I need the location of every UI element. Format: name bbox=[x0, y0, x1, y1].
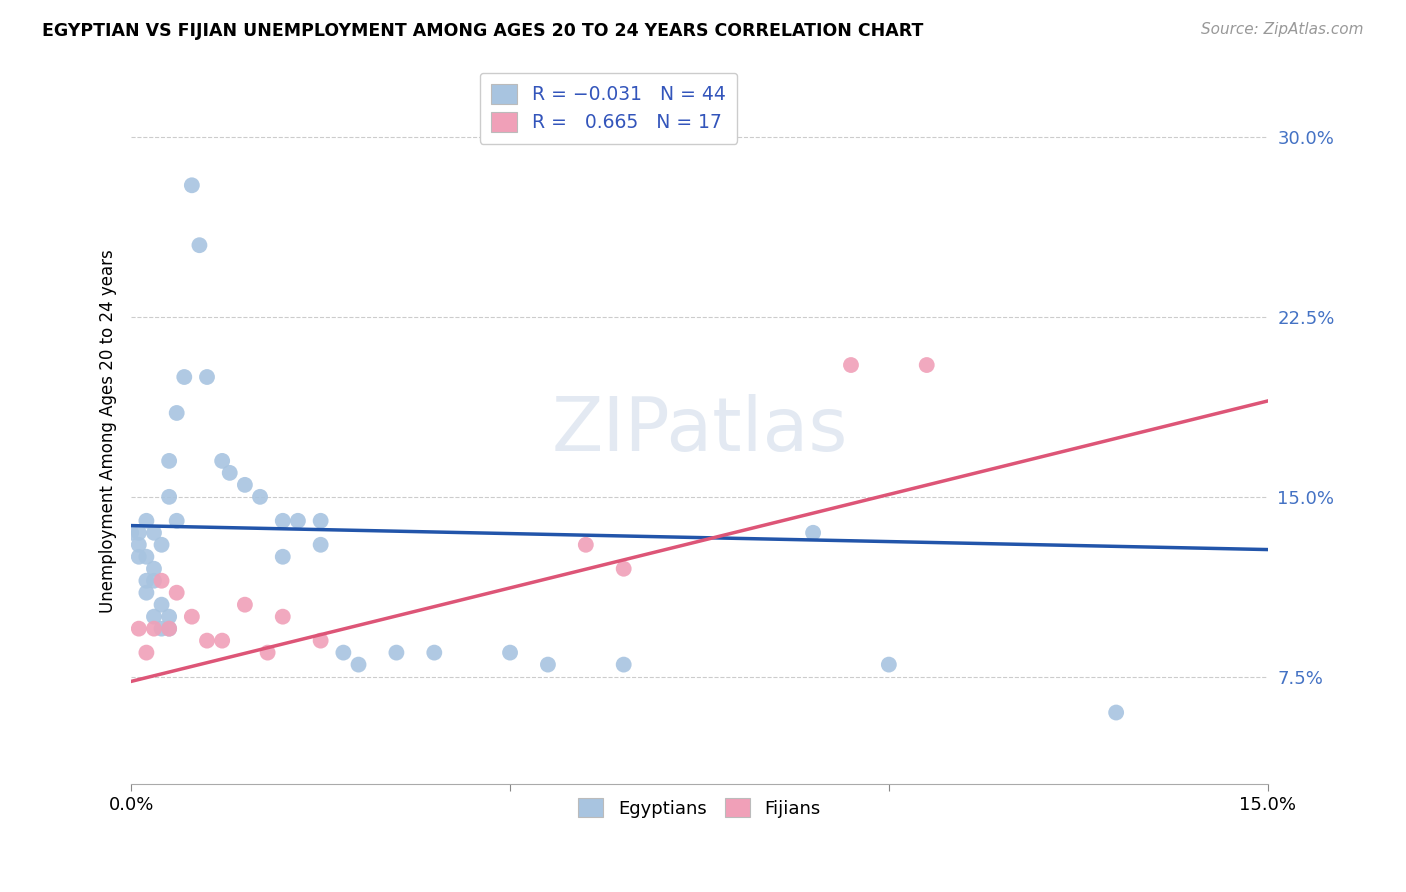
Point bbox=[157, 622, 180, 636]
Point bbox=[150, 598, 173, 612]
Point bbox=[128, 549, 150, 564]
Point bbox=[188, 238, 211, 252]
Point bbox=[537, 657, 560, 672]
Point bbox=[143, 525, 166, 540]
Point bbox=[173, 370, 195, 384]
Point bbox=[877, 657, 900, 672]
Point bbox=[287, 514, 309, 528]
Point bbox=[233, 598, 256, 612]
Point bbox=[120, 525, 142, 540]
Point bbox=[233, 478, 256, 492]
Y-axis label: Unemployment Among Ages 20 to 24 years: Unemployment Among Ages 20 to 24 years bbox=[100, 249, 117, 613]
Point bbox=[271, 549, 294, 564]
Point bbox=[195, 370, 218, 384]
Point bbox=[499, 646, 522, 660]
Point bbox=[309, 514, 332, 528]
Point bbox=[271, 514, 294, 528]
Point bbox=[166, 406, 188, 420]
Point bbox=[1105, 706, 1128, 720]
Point bbox=[347, 657, 370, 672]
Point bbox=[166, 585, 188, 599]
Point bbox=[150, 538, 173, 552]
Point bbox=[135, 646, 157, 660]
Point bbox=[166, 514, 188, 528]
Point bbox=[135, 549, 157, 564]
Point bbox=[218, 466, 240, 480]
Point bbox=[211, 633, 233, 648]
Legend: Egyptians, Fijians: Egyptians, Fijians bbox=[571, 790, 828, 825]
Point bbox=[180, 609, 202, 624]
Point bbox=[150, 574, 173, 588]
Point bbox=[211, 454, 233, 468]
Point bbox=[135, 585, 157, 599]
Point bbox=[839, 358, 862, 372]
Point bbox=[332, 646, 354, 660]
Point bbox=[128, 525, 150, 540]
Point bbox=[143, 609, 166, 624]
Text: Source: ZipAtlas.com: Source: ZipAtlas.com bbox=[1201, 22, 1364, 37]
Point bbox=[915, 358, 938, 372]
Text: EGYPTIAN VS FIJIAN UNEMPLOYMENT AMONG AGES 20 TO 24 YEARS CORRELATION CHART: EGYPTIAN VS FIJIAN UNEMPLOYMENT AMONG AG… bbox=[42, 22, 924, 40]
Point bbox=[271, 609, 294, 624]
Point bbox=[575, 538, 598, 552]
Point bbox=[309, 538, 332, 552]
Point bbox=[157, 622, 180, 636]
Point bbox=[801, 525, 824, 540]
Point bbox=[157, 609, 180, 624]
Point bbox=[180, 178, 202, 193]
Point bbox=[135, 514, 157, 528]
Point bbox=[128, 538, 150, 552]
Point bbox=[309, 633, 332, 648]
Point bbox=[613, 657, 636, 672]
Point bbox=[157, 454, 180, 468]
Text: ZIPatlas: ZIPatlas bbox=[551, 394, 848, 467]
Point bbox=[135, 574, 157, 588]
Point bbox=[256, 646, 278, 660]
Point bbox=[385, 646, 408, 660]
Point bbox=[157, 490, 180, 504]
Point bbox=[128, 622, 150, 636]
Point bbox=[423, 646, 446, 660]
Point bbox=[150, 622, 173, 636]
Point bbox=[143, 574, 166, 588]
Point bbox=[195, 633, 218, 648]
Point bbox=[143, 622, 166, 636]
Point bbox=[249, 490, 271, 504]
Point bbox=[143, 562, 166, 576]
Point bbox=[613, 562, 636, 576]
